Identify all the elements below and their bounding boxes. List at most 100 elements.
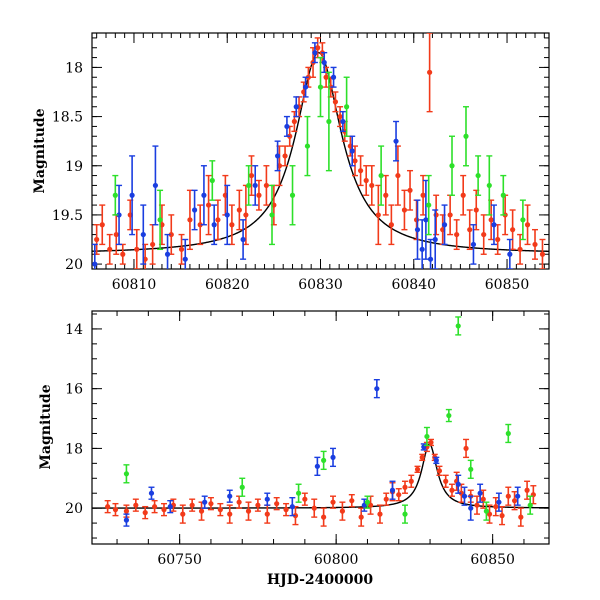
data-marker	[527, 502, 533, 508]
data-marker	[436, 468, 443, 474]
data-marker	[375, 212, 381, 218]
data-marker	[402, 511, 408, 517]
data-point	[474, 495, 481, 515]
data-marker	[340, 118, 346, 125]
data-marker	[408, 478, 414, 484]
data-point	[314, 456, 321, 476]
data-marker	[274, 153, 281, 159]
data-point	[506, 238, 513, 269]
data-point	[116, 184, 123, 246]
data-marker	[224, 212, 230, 218]
data-point	[186, 189, 193, 251]
data-marker	[252, 182, 258, 189]
data-point	[330, 66, 337, 88]
data-marker	[152, 182, 159, 189]
data-marker	[420, 192, 426, 198]
data-marker	[449, 487, 455, 493]
data-marker	[496, 499, 502, 505]
data-marker	[92, 261, 98, 267]
data-point	[514, 486, 521, 506]
data-point	[453, 219, 460, 251]
data-point	[224, 184, 231, 246]
data-marker	[510, 227, 516, 233]
data-point	[364, 495, 371, 509]
x-tick-label: 60850	[470, 552, 515, 568]
data-marker	[248, 172, 255, 179]
data-point	[505, 486, 512, 506]
data-marker	[515, 493, 521, 499]
data-marker	[539, 251, 546, 257]
data-marker	[364, 499, 371, 505]
data-marker	[302, 496, 308, 502]
data-point	[527, 495, 534, 515]
data-point	[426, 33, 433, 113]
data-point	[455, 316, 462, 336]
data-point	[332, 91, 339, 113]
data-point	[119, 243, 126, 265]
data-marker	[205, 202, 212, 208]
data-marker	[419, 246, 425, 252]
data-point	[402, 480, 409, 494]
data-marker	[474, 502, 480, 508]
data-marker	[377, 511, 383, 517]
data-point	[492, 496, 499, 517]
data-marker	[140, 231, 146, 238]
data-marker	[486, 182, 492, 189]
data-marker	[427, 69, 433, 75]
data-marker	[187, 217, 193, 223]
data-marker	[383, 192, 389, 198]
data-point	[401, 189, 408, 231]
data-marker	[264, 511, 270, 517]
top-data-points	[92, 33, 546, 269]
data-point	[473, 189, 480, 231]
top-x-tick-labels: 60810 60820 60830 60840 60850	[112, 277, 530, 293]
data-point	[240, 219, 247, 260]
data-point	[433, 194, 440, 236]
data-marker	[142, 510, 148, 516]
data-point	[445, 408, 452, 423]
data-point	[419, 219, 426, 269]
data-point	[505, 423, 512, 444]
data-marker	[304, 143, 311, 149]
data-point	[499, 505, 506, 526]
data-marker	[236, 207, 242, 213]
data-point	[383, 492, 390, 506]
data-point	[104, 499, 111, 514]
data-marker	[129, 192, 135, 198]
data-point	[140, 204, 147, 265]
data-point	[264, 492, 271, 506]
data-point	[449, 135, 456, 196]
data-point	[217, 502, 224, 517]
data-marker	[402, 484, 408, 490]
data-marker	[295, 490, 302, 496]
data-point	[495, 492, 502, 512]
y-tick-label: 18.5	[52, 110, 83, 126]
data-point	[539, 238, 546, 269]
data-point	[408, 474, 415, 488]
data-marker	[532, 241, 538, 248]
x-tick-label: 60800	[314, 552, 359, 568]
data-point	[448, 483, 455, 497]
data-marker	[321, 59, 327, 66]
data-point	[311, 42, 318, 64]
data-point	[304, 115, 311, 177]
data-point	[252, 165, 259, 206]
blue-series	[123, 379, 521, 527]
data-point	[201, 495, 208, 509]
data-marker	[461, 493, 468, 499]
data-marker	[330, 454, 336, 460]
data-marker	[499, 513, 505, 519]
data-marker	[134, 246, 140, 252]
data-marker	[148, 490, 155, 496]
data-point	[420, 174, 427, 216]
data-point	[148, 486, 155, 500]
red-series	[93, 33, 546, 269]
data-point	[339, 501, 346, 521]
data-point	[273, 496, 280, 511]
data-marker	[477, 490, 483, 496]
data-point	[367, 495, 374, 515]
data-marker	[182, 256, 188, 262]
data-marker	[460, 192, 466, 198]
data-point	[490, 204, 497, 246]
data-marker	[427, 256, 434, 262]
